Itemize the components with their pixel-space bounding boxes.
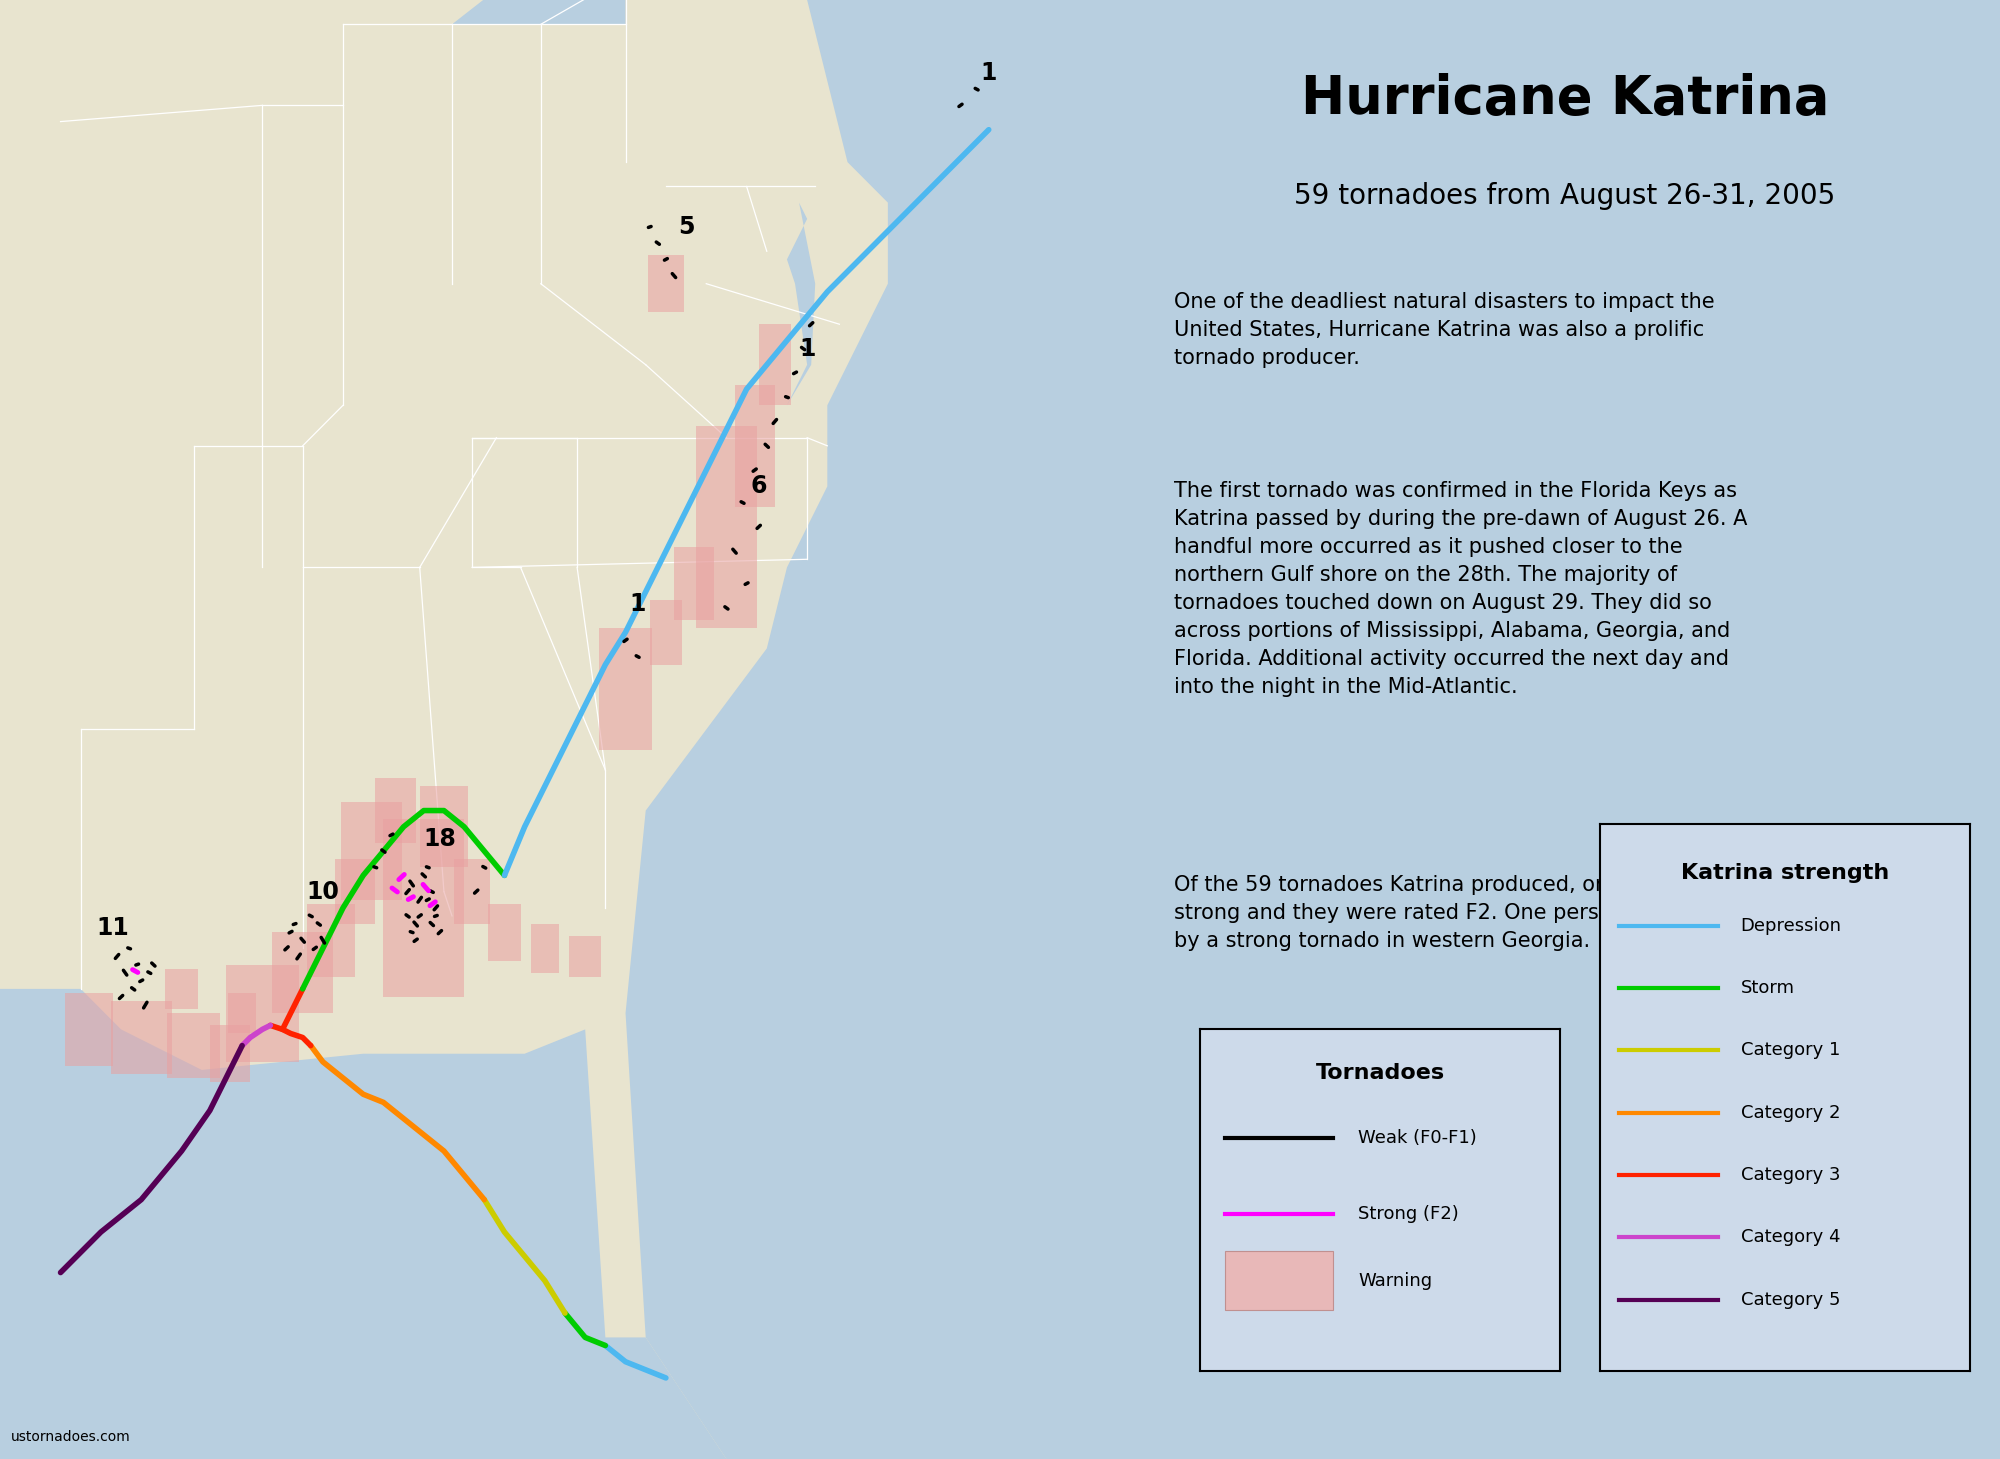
Text: Hurricane Katrina: Hurricane Katrina — [1300, 73, 1830, 125]
Bar — [454, 859, 490, 924]
Bar — [650, 600, 682, 665]
Bar — [674, 547, 714, 620]
Bar — [758, 324, 792, 406]
Text: Katrina strength: Katrina strength — [1680, 862, 1890, 883]
Text: ustornadoes.com: ustornadoes.com — [12, 1430, 132, 1444]
Text: 1: 1 — [798, 337, 816, 360]
Bar — [488, 903, 520, 960]
Text: Strong (F2): Strong (F2) — [1358, 1205, 1460, 1223]
Polygon shape — [566, 1338, 726, 1459]
Bar — [168, 1013, 220, 1078]
Text: Category 1: Category 1 — [1740, 1042, 1840, 1059]
Bar — [228, 994, 256, 1033]
Bar — [600, 629, 652, 750]
Text: 5: 5 — [678, 214, 694, 239]
Text: Category 4: Category 4 — [1740, 1228, 1840, 1246]
Bar — [110, 1001, 172, 1074]
Text: Storm: Storm — [1740, 979, 1794, 996]
Text: 1: 1 — [630, 592, 646, 616]
Polygon shape — [626, 0, 1130, 1459]
Bar — [734, 385, 774, 506]
Text: Category 3: Category 3 — [1740, 1166, 1840, 1185]
Text: One of the deadliest natural disasters to impact the
United States, Hurricane Ka: One of the deadliest natural disasters t… — [1174, 292, 1714, 368]
Polygon shape — [786, 203, 816, 406]
Bar — [226, 964, 298, 1062]
Text: Category 5: Category 5 — [1740, 1291, 1840, 1309]
Text: 1: 1 — [980, 61, 996, 85]
Polygon shape — [0, 989, 726, 1459]
Text: 10: 10 — [306, 880, 340, 903]
Text: Tornadoes: Tornadoes — [1316, 1062, 1444, 1083]
Bar — [384, 818, 464, 996]
Bar — [210, 1026, 250, 1083]
Bar — [64, 994, 114, 1067]
Text: Category 2: Category 2 — [1740, 1103, 1840, 1122]
Text: The first tornado was confirmed in the Florida Keys as
Katrina passed by during : The first tornado was confirmed in the F… — [1174, 481, 1746, 697]
Bar — [306, 903, 356, 976]
Polygon shape — [452, 0, 626, 25]
Text: 11: 11 — [96, 916, 130, 940]
Bar — [696, 426, 756, 629]
Polygon shape — [0, 0, 1130, 1459]
Text: Warning: Warning — [1358, 1272, 1432, 1290]
Bar — [1226, 1252, 1334, 1310]
Bar — [530, 924, 558, 973]
Text: Weak (F0-F1): Weak (F0-F1) — [1358, 1129, 1478, 1147]
Bar — [648, 255, 684, 312]
Bar — [166, 969, 198, 1010]
Text: 18: 18 — [424, 827, 456, 851]
Text: Depression: Depression — [1740, 916, 1842, 935]
Text: 59 tornadoes from August 26-31, 2005: 59 tornadoes from August 26-31, 2005 — [1294, 182, 1836, 210]
Text: 6: 6 — [750, 474, 766, 499]
Bar — [272, 932, 332, 1013]
Text: Of the 59 tornadoes Katrina produced, only six were
strong and they were rated F: Of the 59 tornadoes Katrina produced, on… — [1174, 875, 1734, 951]
Bar — [334, 859, 376, 924]
Bar — [342, 802, 402, 900]
Bar — [376, 778, 416, 843]
Bar — [420, 786, 468, 867]
Bar — [570, 937, 602, 976]
